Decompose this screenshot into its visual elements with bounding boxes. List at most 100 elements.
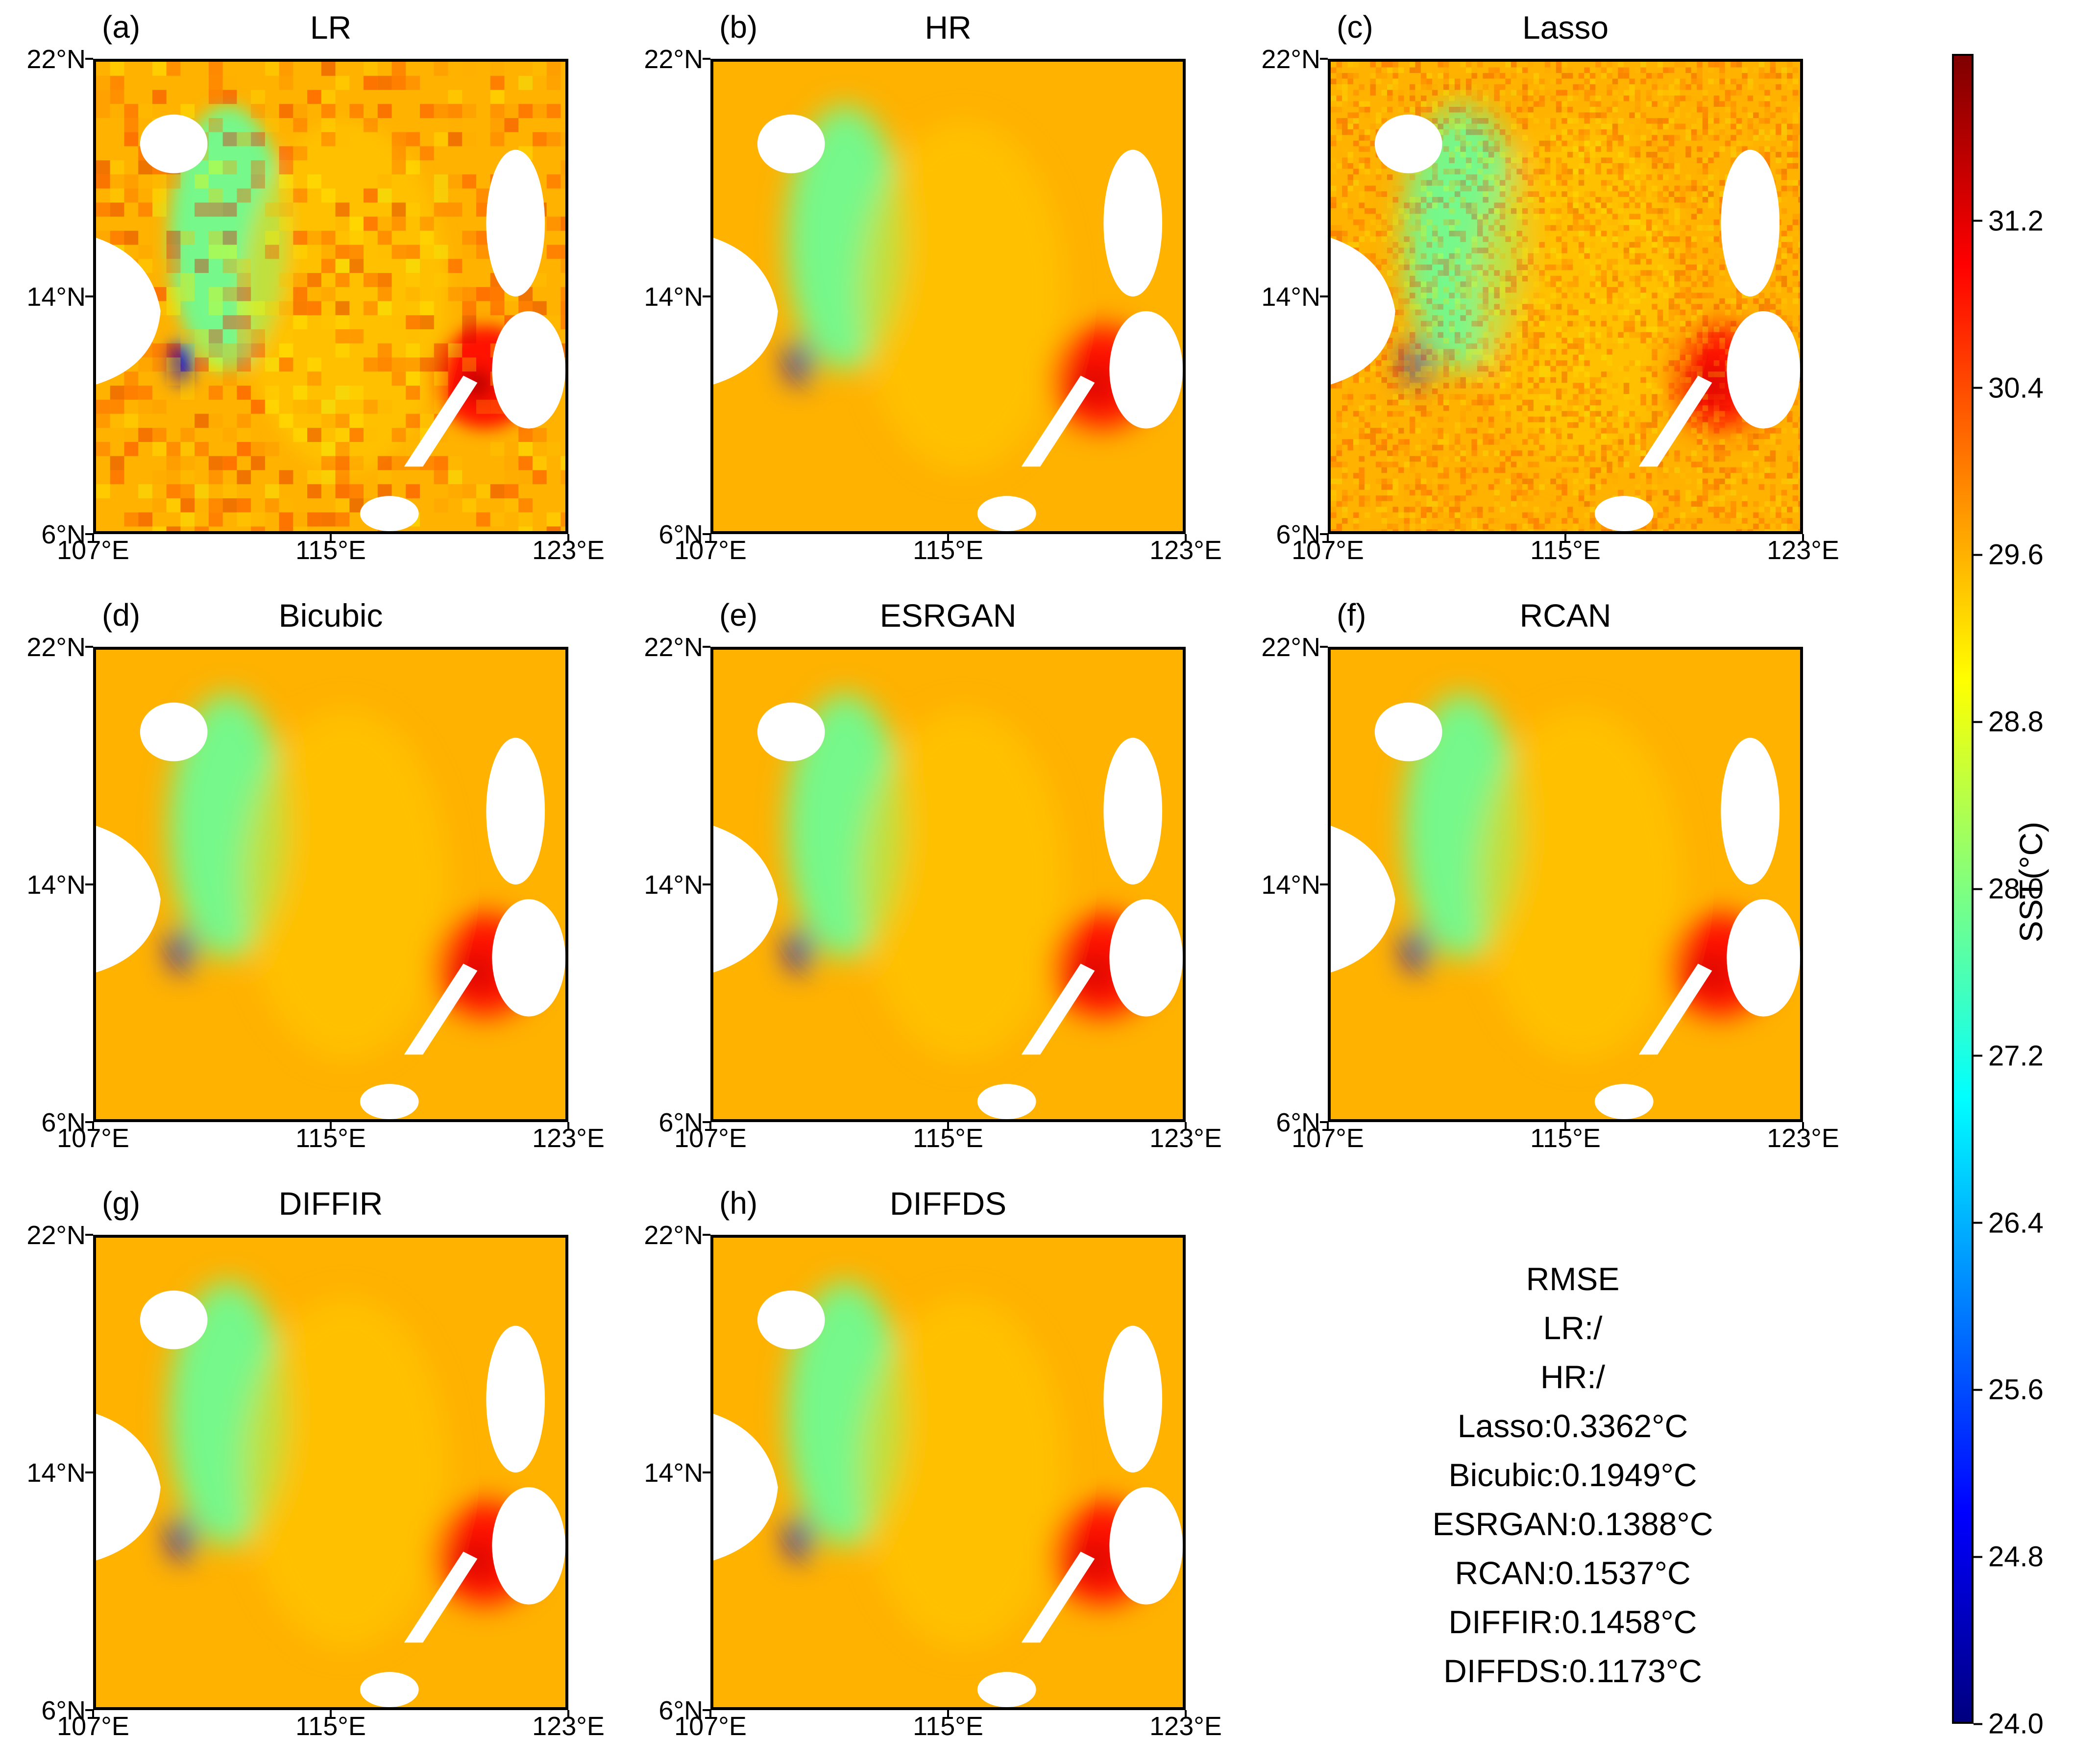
land-luzon-island [1103,737,1163,884]
panel-title: LR [310,9,352,46]
lon-tick-mark [567,534,569,541]
lon-tick-mark [709,534,711,541]
land-hainan-island [140,1290,208,1349]
lon-tick-mark [330,1122,332,1129]
lon-tick-mark [1327,534,1329,541]
lat-tick-label: 6°N [658,1696,703,1725]
panel-title: HR [925,9,972,46]
panel-letter: (b) [719,9,758,45]
lon-tick-mark [947,1122,949,1129]
panel-title: Lasso [1522,9,1609,46]
lat-tick-label: 14°N [644,1458,703,1488]
panel-lasso: (c) Lasso 6°N 14°N 22°N 107°E 115°E 123°E [1235,0,1852,588]
lat-tick-label: 22°N [26,1221,86,1250]
lat-tick-label: 6°N [41,1108,86,1137]
land-luzon-island [486,1325,545,1472]
lon-tick-mark [330,1710,332,1717]
panel-letter: (f) [1337,597,1366,633]
land-luzon-island [486,737,545,884]
panel-letter: (a) [102,9,141,45]
lon-tick-mark [92,534,94,541]
lat-tick-mark [1320,295,1328,297]
land-palawan [1021,1551,1095,1643]
colorbar-tick-label: 31.2 [1988,205,2044,237]
lat-tick-mark [703,1121,710,1123]
colorbar-tick-label: 26.4 [1988,1207,2044,1239]
land-palawan [404,963,478,1055]
sst-field [1331,62,1800,531]
panel-letter: (c) [1337,9,1373,45]
colorbar-tick: 27.2 [1974,1039,2044,1072]
sst-region-central-basin [1477,708,1683,1061]
lat-tick-label: 6°N [1276,520,1320,549]
panel-letter: (g) [102,1185,141,1221]
land-philippine-islands [1109,311,1183,429]
lon-tick-mark [1185,1122,1187,1129]
sst-region-cold-coastal-spot [786,928,810,973]
land-philippine-islands [1109,899,1183,1017]
panel-rcan: (f) RCAN 6°N 14°N 22°N 107°E 115°E 123°E [1235,588,1852,1176]
sst-map [93,647,568,1122]
rmse-summary: RMSE LR:/ HR:/ Lasso:0.3362°C Bicubic:0.… [1352,1254,1793,1695]
land-indochina-coast [713,826,778,973]
land-philippine-islands [492,1487,565,1605]
sst-region-cold-coastal-spot [786,1516,810,1561]
rmse-entry-rcan: RCAN:0.1537°C [1455,1555,1691,1591]
lat-tick-label: 22°N [26,633,86,662]
lat-tick-mark [1320,1121,1328,1123]
land-luzon-island [1721,149,1780,296]
lon-tick-mark [1185,534,1187,541]
colorbar-tick: 26.4 [1974,1206,2044,1239]
land-borneo-tip [1594,1084,1654,1119]
colorbar-tick: 25.6 [1974,1373,2044,1406]
rmse-heading: RMSE [1526,1261,1620,1297]
land-palawan [1638,375,1712,467]
lat-tick-mark [1320,646,1328,648]
sst-map [710,1235,1186,1710]
panel-letter: (e) [719,597,758,633]
lat-tick-mark [703,1471,710,1473]
rmse-entry-lr: LR:/ [1543,1310,1603,1346]
land-indochina-coast [1331,238,1395,385]
panel-title: Bicubic [278,597,383,634]
lon-tick-mark [92,1122,94,1129]
lon-tick-mark [947,534,949,541]
land-luzon-island [486,149,545,296]
land-palawan [1638,963,1712,1055]
sst-region-cold-coastal-spot [1404,340,1428,385]
land-indochina-coast [713,238,778,385]
texture-layer [1331,62,1800,531]
lat-tick-label: 14°N [1261,870,1320,900]
lat-tick-label: 6°N [658,520,703,549]
sst-map [1328,647,1803,1122]
land-philippine-islands [1727,311,1800,429]
land-hainan-island [757,1290,825,1349]
lat-tick-label: 14°N [26,282,86,312]
sst-field [96,1238,565,1707]
land-hainan-island [1374,114,1442,173]
land-luzon-island [1103,1325,1163,1472]
panel-title: RCAN [1519,597,1611,634]
lat-tick-label: 6°N [658,1108,703,1137]
sst-map [93,1235,568,1710]
lat-tick-mark [703,1234,710,1236]
sst-region-central-basin [860,120,1066,473]
colorbar-ticks: 24.0 24.8 25.6 26.4 27.2 28.0 28.8 29.6 30.4 31.2 [1974,54,2072,1740]
lat-tick-label: 6°N [41,1696,86,1725]
colorbar-tick-label: 25.6 [1988,1373,2044,1406]
sst-map [1328,59,1803,534]
lon-tick-mark [709,1122,711,1129]
colorbar-tick: 28.0 [1974,873,2044,906]
colorbar [1952,54,1974,1724]
land-palawan [404,1551,478,1643]
lat-tick-label: 22°N [1261,45,1320,74]
sst-region-cold-coastal-spot [169,928,193,973]
lat-tick-mark [1320,533,1328,535]
land-hainan-island [757,702,825,761]
panel-diffir: (g) DIFFIR 6°N 14°N 22°N 107°E 115°E 123°E [0,1176,617,1764]
lat-tick-mark [85,1121,93,1123]
land-indochina-coast [96,238,161,385]
lat-tick-label: 14°N [644,282,703,312]
sst-region-central-basin [243,1296,448,1649]
